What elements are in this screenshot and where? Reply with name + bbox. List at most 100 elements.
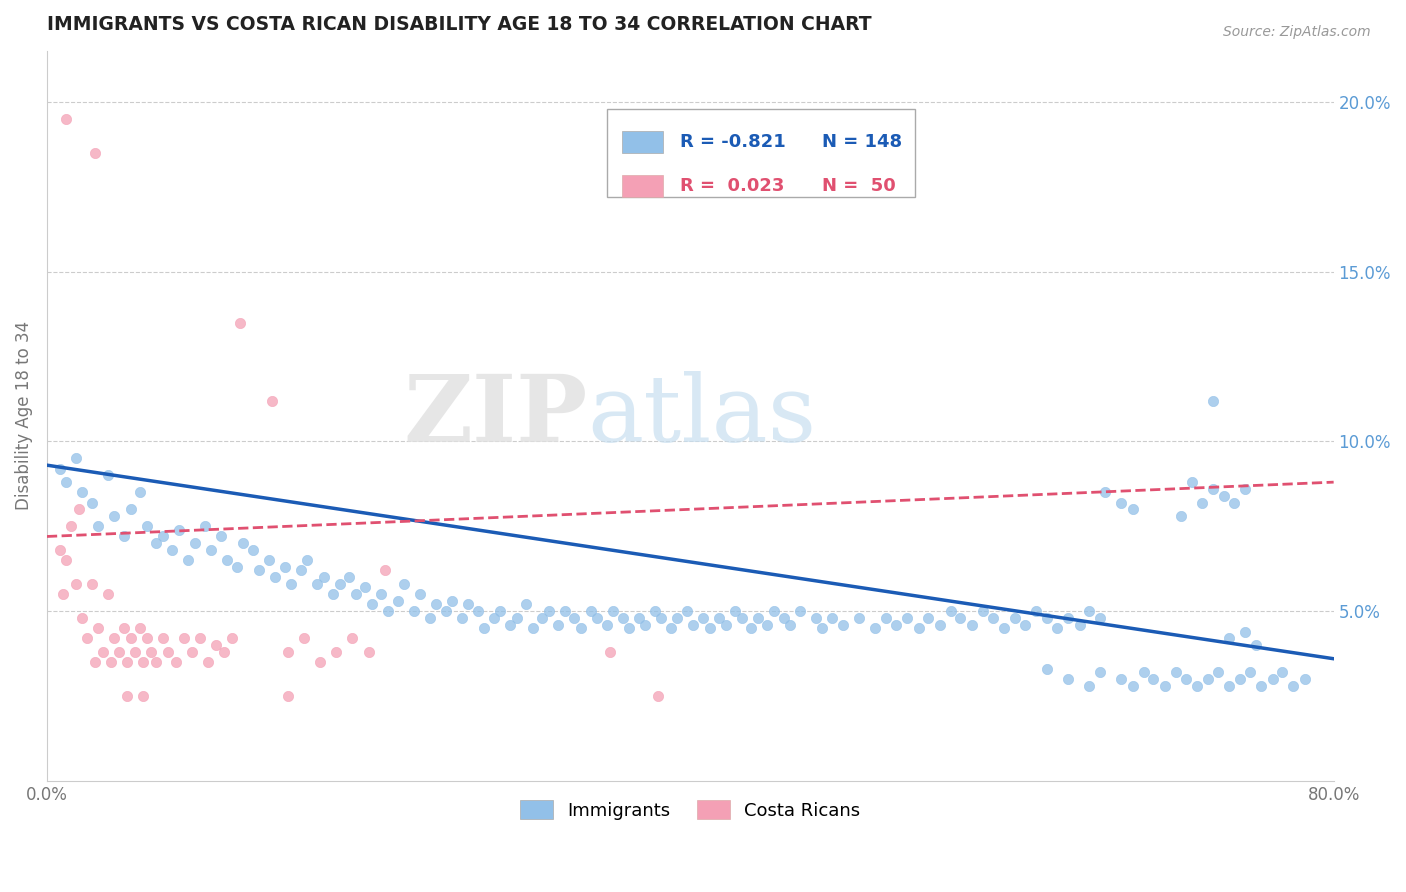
Point	[232, 536, 254, 550]
Point	[457, 598, 479, 612]
Point	[129, 621, 152, 635]
Point	[120, 632, 142, 646]
Point	[141, 645, 163, 659]
Point	[132, 655, 155, 669]
Text: R = -0.821: R = -0.821	[681, 133, 786, 151]
FancyBboxPatch shape	[621, 131, 664, 153]
Point	[1094, 485, 1116, 500]
Point	[1153, 679, 1175, 693]
Point	[1078, 604, 1101, 618]
Point	[342, 632, 364, 646]
Point	[522, 621, 544, 635]
Point	[262, 393, 284, 408]
Text: R =  0.023: R = 0.023	[681, 177, 785, 195]
Point	[505, 611, 527, 625]
Point	[100, 655, 122, 669]
Text: N = 148: N = 148	[821, 133, 901, 151]
Point	[709, 611, 731, 625]
Point	[1122, 679, 1144, 693]
Point	[1014, 617, 1036, 632]
Point	[981, 611, 1004, 625]
Point	[225, 560, 247, 574]
Point	[117, 655, 139, 669]
Point	[1202, 393, 1225, 408]
Point	[1170, 509, 1192, 524]
Point	[87, 519, 110, 533]
Point	[112, 621, 135, 635]
Point	[112, 529, 135, 543]
Point	[499, 617, 522, 632]
Text: atlas: atlas	[588, 371, 817, 461]
Point	[65, 577, 87, 591]
Point	[55, 112, 77, 126]
Point	[329, 577, 352, 591]
Point	[309, 655, 332, 669]
Point	[322, 587, 344, 601]
Point	[1218, 679, 1240, 693]
Point	[108, 645, 131, 659]
Point	[647, 689, 669, 703]
Point	[939, 604, 962, 618]
Point	[370, 587, 392, 601]
Point	[1133, 665, 1156, 680]
Point	[884, 617, 907, 632]
Point	[1294, 672, 1316, 686]
Point	[1181, 475, 1204, 490]
Point	[1122, 502, 1144, 516]
Point	[772, 611, 794, 625]
Point	[569, 621, 592, 635]
Point	[441, 594, 464, 608]
Point	[274, 560, 297, 574]
Point	[1250, 679, 1272, 693]
Point	[848, 611, 870, 625]
Point	[627, 611, 650, 625]
Point	[1069, 617, 1091, 632]
Point	[896, 611, 918, 625]
Point	[1057, 672, 1080, 686]
Point	[290, 564, 312, 578]
Point	[547, 617, 569, 632]
Point	[811, 621, 834, 635]
Y-axis label: Disability Age 18 to 34: Disability Age 18 to 34	[15, 321, 32, 510]
Point	[374, 564, 396, 578]
Point	[145, 655, 167, 669]
Point	[120, 502, 142, 516]
Point	[1111, 495, 1133, 509]
Point	[209, 529, 232, 543]
Point	[392, 577, 415, 591]
Text: Source: ZipAtlas.com: Source: ZipAtlas.com	[1223, 25, 1371, 39]
Point	[917, 611, 939, 625]
Point	[156, 645, 179, 659]
Point	[354, 581, 377, 595]
Point	[1223, 495, 1246, 509]
Point	[76, 632, 98, 646]
Point	[80, 495, 103, 509]
Point	[692, 611, 714, 625]
Point	[586, 611, 609, 625]
Point	[247, 564, 270, 578]
Point	[357, 645, 380, 659]
Point	[1202, 482, 1225, 496]
Point	[634, 617, 657, 632]
Point	[617, 621, 640, 635]
Point	[949, 611, 972, 625]
Point	[579, 604, 602, 618]
Point	[221, 632, 243, 646]
Point	[515, 598, 537, 612]
Point	[434, 604, 457, 618]
Point	[1271, 665, 1294, 680]
Point	[1078, 679, 1101, 693]
Point	[307, 577, 329, 591]
Point	[699, 621, 721, 635]
Point	[804, 611, 827, 625]
Point	[72, 485, 94, 500]
Point	[229, 316, 252, 330]
Point	[402, 604, 425, 618]
FancyBboxPatch shape	[621, 175, 664, 197]
Point	[612, 611, 634, 625]
Point	[135, 632, 157, 646]
Point	[832, 617, 855, 632]
Point	[419, 611, 441, 625]
Point	[1090, 611, 1112, 625]
Legend: Immigrants, Costa Ricans: Immigrants, Costa Ricans	[513, 793, 868, 827]
